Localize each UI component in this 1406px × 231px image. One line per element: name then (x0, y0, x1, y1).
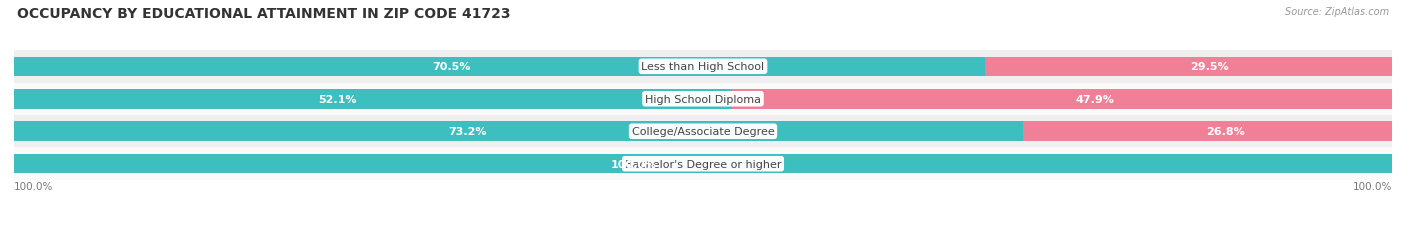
Text: 100.0%: 100.0% (612, 159, 657, 169)
Bar (14, 57, 986, 77)
Text: 70.5%: 70.5% (432, 62, 471, 72)
Bar (14, 154, 1392, 174)
Text: 100.0%: 100.0% (14, 181, 53, 191)
Text: 26.8%: 26.8% (1206, 127, 1246, 137)
Bar (14, 116, 1392, 148)
Text: Less than High School: Less than High School (641, 62, 765, 72)
Text: 100.0%: 100.0% (1353, 181, 1392, 191)
Bar (14, 83, 1392, 116)
Text: Source: ZipAtlas.com: Source: ZipAtlas.com (1285, 7, 1389, 17)
Text: Bachelor's Degree or higher: Bachelor's Degree or higher (624, 159, 782, 169)
Text: 52.1%: 52.1% (318, 94, 356, 104)
Bar (1022, 122, 1392, 141)
Bar (14, 122, 1022, 141)
Text: 29.5%: 29.5% (1189, 62, 1229, 72)
Bar (14, 148, 1392, 180)
Text: 47.9%: 47.9% (1076, 94, 1115, 104)
Bar (986, 57, 1392, 77)
Text: College/Associate Degree: College/Associate Degree (631, 127, 775, 137)
Text: High School Diploma: High School Diploma (645, 94, 761, 104)
Text: OCCUPANCY BY EDUCATIONAL ATTAINMENT IN ZIP CODE 41723: OCCUPANCY BY EDUCATIONAL ATTAINMENT IN Z… (17, 7, 510, 21)
Bar (733, 90, 1392, 109)
Bar (14, 51, 1392, 83)
Bar (14, 90, 733, 109)
Text: 73.2%: 73.2% (449, 127, 488, 137)
